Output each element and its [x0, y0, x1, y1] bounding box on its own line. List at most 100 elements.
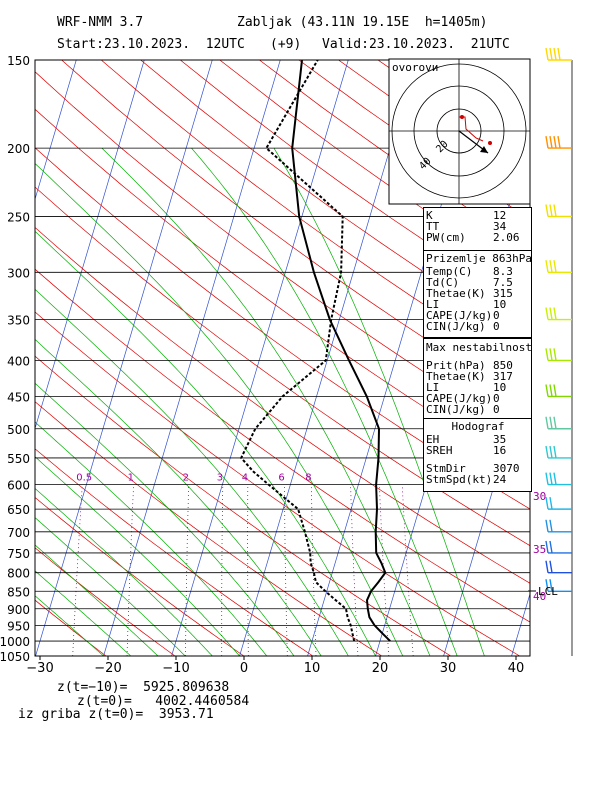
- dewpoint-profile: [240, 60, 356, 642]
- hodograph-box: [423, 418, 532, 492]
- pressure-tick-label: 150: [7, 54, 30, 68]
- start-time: Start:23.10.2023. 12UTC: [57, 37, 245, 52]
- index-table: K 12 TT 34 PW(cm) 2.06: [423, 210, 530, 243]
- mixing-ratio-label: 8: [305, 473, 311, 484]
- instability-row: CIN(J/kg) 0: [423, 404, 530, 415]
- pressure-tick-label: 500: [7, 423, 30, 437]
- station-info: Zabljak (43.11N 19.15E h=1405m): [237, 15, 488, 30]
- surface-title: Prizemlje 863hPa: [426, 252, 532, 265]
- index-key: PW(cm): [426, 232, 466, 243]
- instability-box: [423, 338, 532, 419]
- pressure-tick-label: 950: [7, 619, 30, 633]
- moist-adiabat: [191, 147, 458, 656]
- isotherm-line: [35, 60, 77, 201]
- instability-value: 10: [493, 381, 507, 394]
- instability-row: LI 10: [423, 382, 530, 393]
- moist-adiabat: [35, 517, 186, 656]
- pressure-tick-label: 400: [7, 354, 30, 368]
- surface-value: 315: [493, 287, 513, 300]
- mixing-ratio-line: [247, 484, 249, 656]
- wind-barb: [545, 384, 572, 398]
- instability-key: LI: [426, 382, 440, 393]
- wind-barb: [545, 496, 572, 510]
- pressure-tick-label: 650: [7, 503, 30, 517]
- isotherm-line: [239, 60, 417, 656]
- temperature-tick-label: −20: [94, 661, 121, 676]
- hodograph-inset: ovorovи 20 40: [388, 58, 531, 205]
- isotherm-line: [443, 363, 530, 656]
- surface-row: Temp(C) 8.3: [423, 266, 530, 277]
- moist-adiabat: [35, 595, 104, 656]
- hodograph-key: StmDir: [426, 463, 466, 474]
- pressure-tick-label: 800: [7, 567, 30, 581]
- surface-value: 7.5: [493, 276, 513, 289]
- model-name: WRF-NMM 3.7: [57, 15, 144, 30]
- side-label-35: 35: [533, 543, 546, 556]
- surface-row: Thetae(K) 315: [423, 288, 530, 299]
- hodograph-value: 35: [493, 433, 507, 446]
- pressure-tick-label: 250: [7, 210, 30, 224]
- pressure-tick-label: 600: [7, 479, 30, 493]
- instability-key: CAPE(J/kg): [426, 393, 493, 404]
- pressure-tick-label: 700: [7, 526, 30, 540]
- mixing-ratio-label: 1: [128, 473, 134, 484]
- surface-box: [423, 250, 532, 338]
- index-value: 34: [493, 220, 507, 233]
- temperature-tick-label: 0: [240, 661, 248, 676]
- moist-adiabat: [101, 147, 431, 656]
- instability-value: 317: [493, 370, 513, 383]
- mixing-ratio-line: [221, 484, 224, 656]
- side-label-30: 30: [533, 490, 546, 503]
- isotherm-line: [171, 60, 349, 656]
- wind-barb: [545, 204, 572, 218]
- hodograph-value: 16: [493, 444, 507, 457]
- side-label-40: 40: [533, 590, 546, 603]
- wind-barb: [545, 47, 572, 61]
- instability-value: 0: [493, 403, 500, 416]
- pressure-tick-label: 200: [7, 142, 30, 156]
- instability-row: Prit(hPa) 850: [423, 360, 530, 371]
- moist-adiabat: [35, 230, 376, 656]
- wind-barb: [545, 260, 572, 273]
- surface-key: LI: [426, 299, 440, 310]
- surface-key: CAPE(J/kg): [426, 310, 493, 321]
- wind-barb: [545, 348, 572, 362]
- forecast-offset: (+9): [270, 37, 302, 52]
- temperature-tick-label: −10: [162, 661, 189, 676]
- dry-adiabat: [35, 401, 382, 656]
- pressure-tick-label: 1050: [0, 650, 30, 664]
- index-key: K: [426, 210, 433, 221]
- surface-table: Prizemlje 863hPa Temp(C) 8.3 Td(C) 7.5 The…: [423, 252, 532, 332]
- index-key: TT: [426, 221, 440, 232]
- pressure-tick-label: 900: [7, 603, 30, 617]
- mixing-ratio-label: 2: [183, 473, 189, 484]
- hodograph-table: Hodograf EH 35 SREH 16 StmDir 3070 StmSpd(k…: [423, 421, 530, 485]
- surface-row: Td(C) 7.5: [423, 277, 530, 288]
- index-box: [423, 207, 532, 252]
- hodograph-row: EH 35: [423, 434, 530, 445]
- pressure-tick-label: 550: [7, 452, 30, 466]
- hodograph-row: StmSpd(kt) 24: [423, 474, 530, 485]
- moist-adiabat: [35, 456, 240, 656]
- moist-adiabat: [35, 288, 349, 656]
- valid-time: Valid:23.10.2023. 21UTC: [322, 37, 510, 52]
- instability-key: Prit(hPa): [426, 360, 486, 371]
- moist-adiabat: [35, 544, 159, 656]
- instability-row: CAPE(J/kg) 0: [423, 393, 530, 404]
- wind-barb: [545, 579, 572, 592]
- hodograph-key: SREH: [426, 445, 453, 456]
- moist-adiabat: [35, 421, 268, 656]
- wind-barb: [545, 416, 572, 430]
- surface-key: Temp(C): [426, 266, 473, 277]
- moist-adiabat: [35, 570, 132, 656]
- pressure-tick-label: 850: [7, 585, 30, 599]
- temperature-tick-label: 40: [508, 661, 525, 676]
- hodograph-row: SREH 16: [423, 445, 530, 456]
- isotherm-line: [35, 60, 145, 430]
- surface-row: CAPE(J/kg) 0: [423, 310, 530, 321]
- hodograph-value: 3070: [493, 462, 520, 475]
- surface-value: 8.3: [493, 265, 513, 278]
- temperature-profile: [291, 60, 391, 642]
- pressure-tick-label: 350: [7, 314, 30, 328]
